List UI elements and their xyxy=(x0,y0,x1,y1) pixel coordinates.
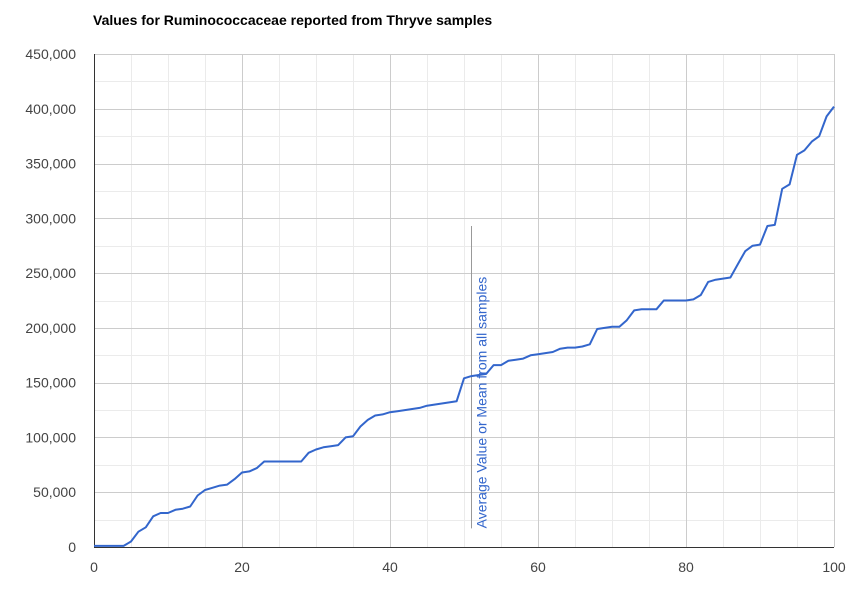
y-tick-label: 300,000 xyxy=(25,210,76,226)
x-tick-label: 60 xyxy=(530,559,546,575)
y-tick-label: 250,000 xyxy=(25,265,76,281)
series-line xyxy=(94,105,835,547)
x-tick-label: 0 xyxy=(90,559,98,575)
y-tick-label: 0 xyxy=(68,539,76,555)
x-tick-label: 80 xyxy=(678,559,694,575)
chart-title: Values for Ruminococcaceae reported from… xyxy=(93,12,493,28)
y-tick-label: 100,000 xyxy=(25,429,76,445)
mean-annotation-label: Average Value or Mean from all samples xyxy=(474,277,490,529)
y-tick-label: 200,000 xyxy=(25,320,76,336)
grid-lines xyxy=(94,54,835,547)
y-tick-label: 50,000 xyxy=(33,484,76,500)
x-tick-label: 100 xyxy=(822,559,846,575)
x-tick-label: 40 xyxy=(382,559,398,575)
y-axis-tick-labels: 0 50,000 100,000 150,000 200,000 250,000 300,0… xyxy=(25,46,76,555)
y-tick-label: 400,000 xyxy=(25,101,76,117)
axes xyxy=(94,54,834,548)
series-layer xyxy=(94,105,835,547)
y-tick-label: 150,000 xyxy=(25,375,76,391)
y-tick-label: 350,000 xyxy=(25,156,76,172)
x-axis-tick-labels: 0 20 40 60 80 100 xyxy=(90,559,846,575)
y-tick-label: 450,000 xyxy=(25,46,76,62)
x-tick-label: 20 xyxy=(234,559,250,575)
mean-annotation: Average Value or Mean from all samples xyxy=(471,226,490,529)
